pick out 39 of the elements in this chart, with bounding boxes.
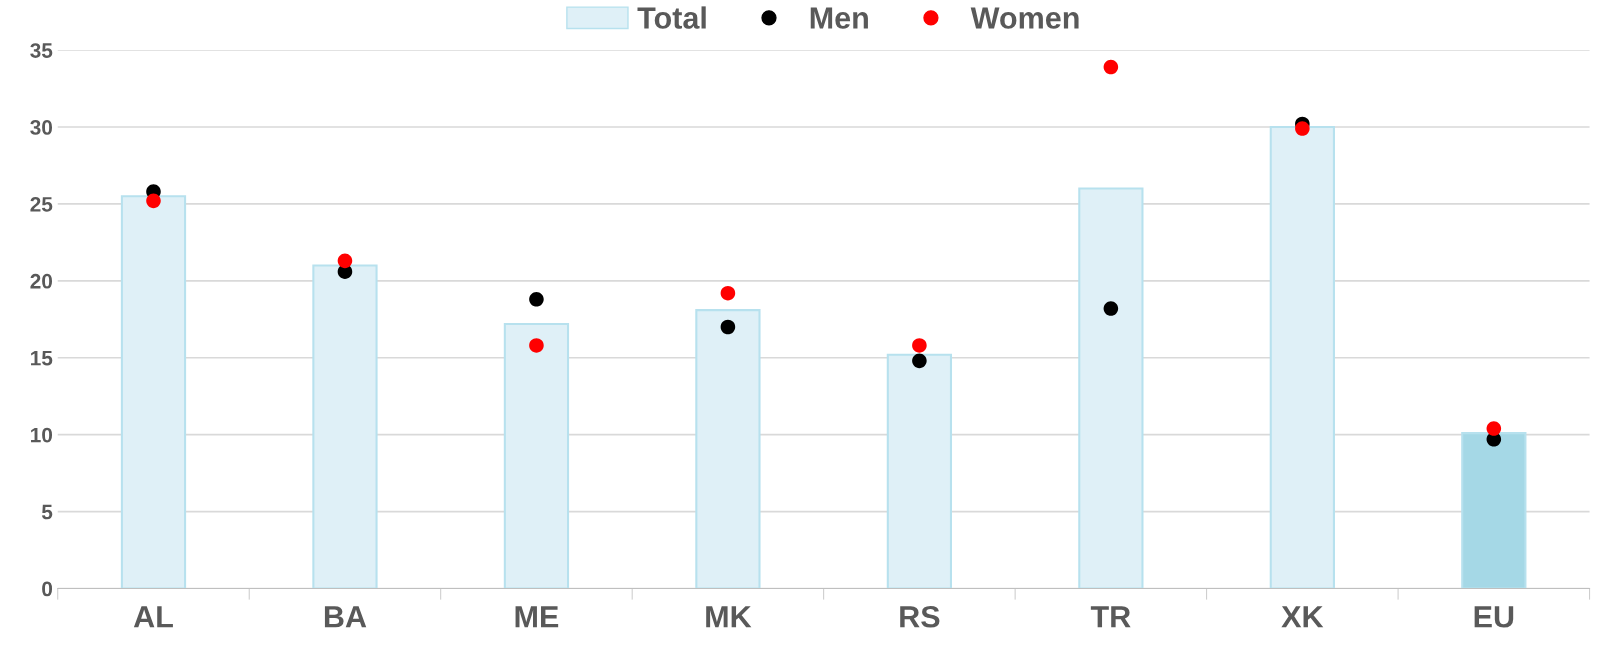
x-tick-label: XK xyxy=(1281,606,1324,628)
point xyxy=(1103,59,1119,75)
bar xyxy=(503,322,570,589)
y-tick-label: 25 xyxy=(30,196,53,212)
point xyxy=(1103,301,1119,316)
y-tick-label: 35 xyxy=(30,43,53,58)
point xyxy=(720,285,736,301)
y-tick-label: 10 xyxy=(31,427,53,443)
point xyxy=(337,253,353,269)
point xyxy=(912,338,927,353)
legend-label: Total xyxy=(637,6,706,29)
y-tick-label: 30 xyxy=(30,120,53,135)
point xyxy=(912,353,927,369)
point xyxy=(720,319,736,335)
x-tick-label: AL xyxy=(133,606,173,628)
y-tick-label: 15 xyxy=(31,350,53,366)
x-tick-label: TR xyxy=(1090,606,1131,628)
bar xyxy=(695,309,761,589)
bar xyxy=(886,353,953,589)
bar xyxy=(312,264,378,589)
legend-label: Women xyxy=(970,7,1079,29)
x-tick-label: ME xyxy=(515,606,559,628)
x-tick-label: RS xyxy=(900,605,940,628)
point xyxy=(529,338,544,353)
y-tick-label: 20 xyxy=(30,273,53,289)
x-tick-label: BA xyxy=(324,606,367,628)
point xyxy=(146,193,161,209)
point xyxy=(1295,121,1310,136)
bar xyxy=(1461,432,1527,589)
bar xyxy=(120,195,187,589)
x-tick-label: MK xyxy=(706,606,752,628)
point xyxy=(529,292,544,307)
y-tick-label: 0 xyxy=(42,581,53,597)
x-tick-label: EU xyxy=(1474,606,1514,628)
bar xyxy=(1269,126,1335,589)
point xyxy=(1486,421,1502,436)
bar xyxy=(1078,187,1144,589)
y-tick-label: 5 xyxy=(41,504,53,520)
legend-label: Men xyxy=(810,7,868,29)
